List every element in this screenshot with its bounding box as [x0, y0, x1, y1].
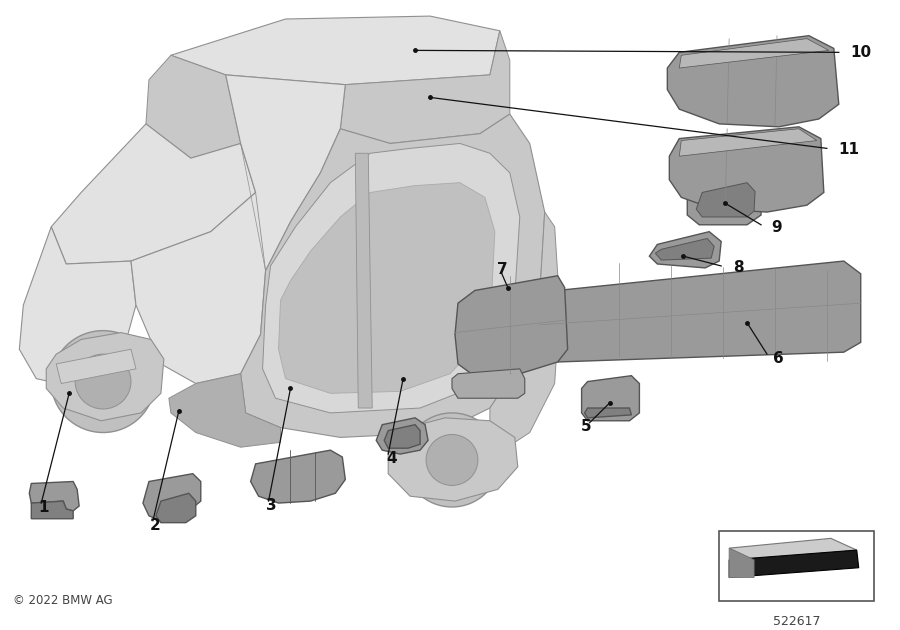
- Polygon shape: [450, 212, 560, 457]
- Text: © 2022 BMW AG: © 2022 BMW AG: [14, 594, 113, 607]
- Polygon shape: [143, 474, 201, 521]
- Text: 10: 10: [850, 45, 872, 60]
- Circle shape: [426, 435, 478, 486]
- Text: 8: 8: [733, 260, 743, 275]
- FancyBboxPatch shape: [719, 530, 874, 601]
- Polygon shape: [655, 239, 715, 260]
- Text: 4: 4: [386, 451, 397, 466]
- Polygon shape: [729, 548, 754, 578]
- Polygon shape: [356, 153, 373, 408]
- Polygon shape: [131, 75, 346, 384]
- Polygon shape: [376, 418, 428, 454]
- Text: 2: 2: [150, 518, 161, 533]
- Polygon shape: [278, 183, 495, 393]
- Polygon shape: [156, 493, 196, 523]
- Polygon shape: [46, 333, 164, 421]
- Text: 7: 7: [497, 262, 508, 277]
- Polygon shape: [56, 349, 136, 384]
- Polygon shape: [30, 481, 79, 511]
- Polygon shape: [171, 16, 500, 84]
- Polygon shape: [19, 227, 136, 389]
- Polygon shape: [169, 374, 281, 447]
- Text: 6: 6: [773, 351, 784, 366]
- Text: 1: 1: [39, 500, 49, 515]
- Text: 9: 9: [771, 220, 782, 235]
- Polygon shape: [388, 418, 518, 501]
- Polygon shape: [680, 38, 829, 68]
- Polygon shape: [729, 550, 859, 578]
- Polygon shape: [240, 114, 544, 437]
- Polygon shape: [32, 501, 73, 518]
- Text: 3: 3: [266, 498, 277, 513]
- Circle shape: [404, 413, 500, 507]
- Polygon shape: [384, 425, 420, 448]
- Polygon shape: [452, 369, 525, 398]
- Polygon shape: [250, 450, 346, 503]
- Polygon shape: [667, 36, 839, 127]
- Polygon shape: [688, 176, 761, 225]
- Polygon shape: [263, 144, 520, 413]
- Polygon shape: [585, 408, 632, 418]
- Circle shape: [51, 331, 155, 433]
- Polygon shape: [729, 539, 857, 560]
- Circle shape: [76, 354, 131, 409]
- Polygon shape: [680, 129, 817, 156]
- Polygon shape: [697, 183, 755, 217]
- Polygon shape: [340, 31, 509, 144]
- Polygon shape: [51, 124, 256, 264]
- Polygon shape: [455, 276, 568, 379]
- Polygon shape: [146, 55, 240, 158]
- Polygon shape: [670, 127, 824, 212]
- Polygon shape: [650, 232, 721, 268]
- Text: 5: 5: [581, 419, 591, 433]
- Text: 11: 11: [839, 142, 860, 156]
- Text: 522617: 522617: [773, 615, 820, 627]
- Polygon shape: [540, 261, 860, 362]
- Polygon shape: [581, 375, 639, 421]
